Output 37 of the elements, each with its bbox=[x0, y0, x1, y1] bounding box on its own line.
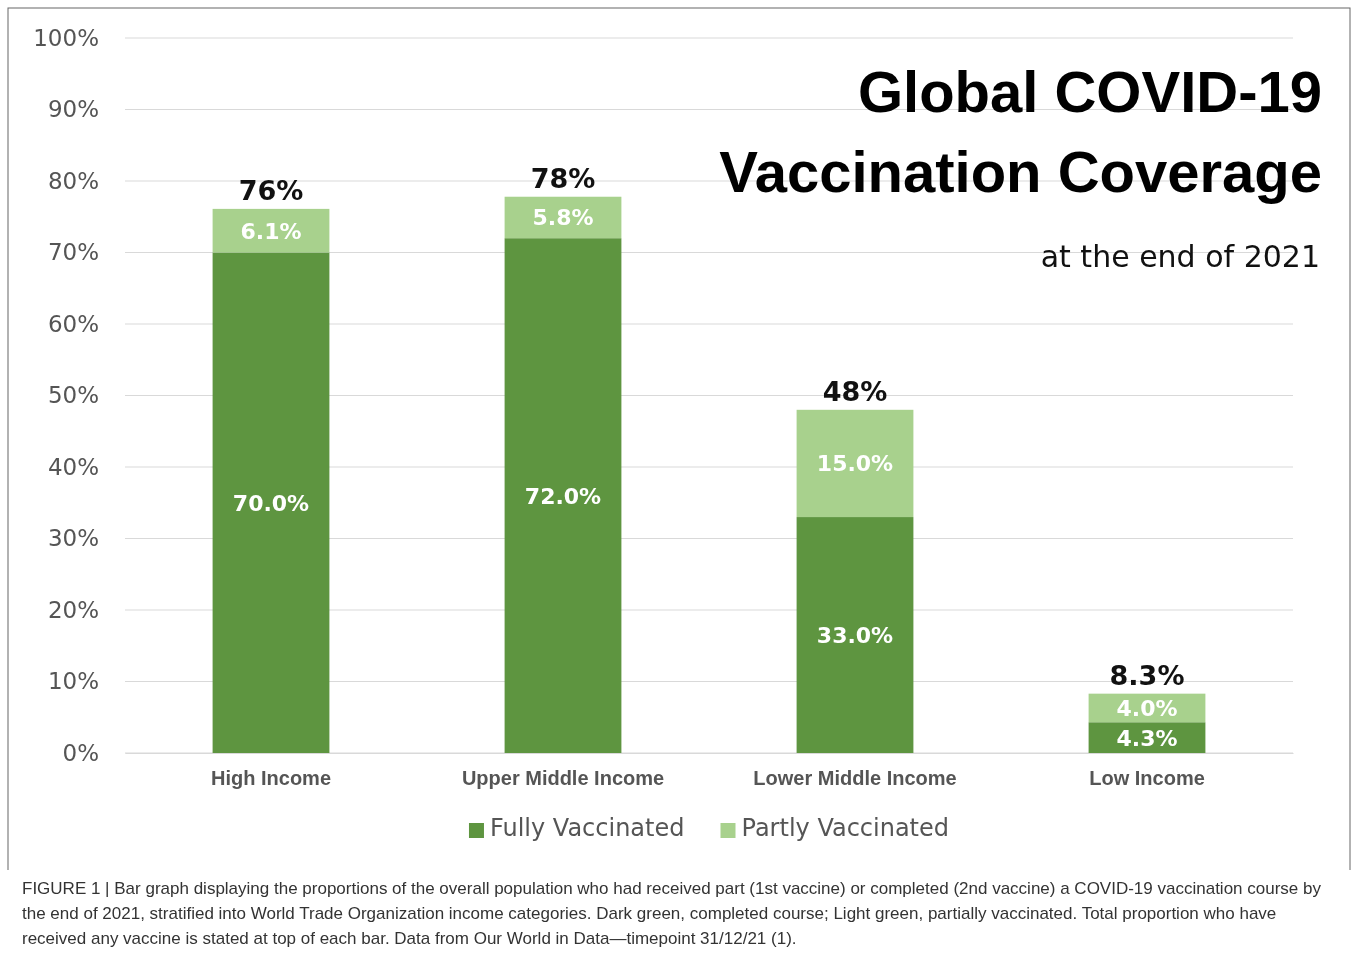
legend-label: Partly Vaccinated bbox=[741, 814, 950, 842]
y-tick-label: 40% bbox=[47, 453, 99, 480]
bar bbox=[212, 252, 330, 753]
y-tick-label: 30% bbox=[47, 525, 99, 552]
x-tick-label: Upper Middle Income bbox=[461, 767, 665, 790]
data-label: 5.8% bbox=[532, 205, 594, 231]
bar bbox=[212, 208, 330, 253]
text: Global COVID-19 Vaccination Coverage bbox=[719, 59, 1322, 204]
total-label: 48% bbox=[822, 375, 888, 407]
caption: FIGURE 1 | Bar graph displaying the proportions of the overall population who had received part (1st vaccine) or completed (2nd vaccine) a COVID-19 vaccination course by the end of 2021, stratified into World Trade Organization income categories. Dark green, completed course; Light green, partially vaccinated. Total proportion who have received any vaccine is stated at top of each bar. Data from Our World in Data—timepoint 31/12/21 (1). bbox=[22, 878, 1322, 950]
x-tick-label: High Income bbox=[210, 767, 332, 790]
data-label: 33.0% bbox=[816, 623, 894, 649]
data-label: 72.0% bbox=[524, 483, 602, 509]
data-label: 70.0% bbox=[232, 490, 310, 516]
total-label: 76% bbox=[238, 174, 304, 206]
bar bbox=[796, 517, 914, 753]
total-label: 8.3% bbox=[1109, 659, 1185, 691]
y-tick-label: 70% bbox=[47, 239, 99, 266]
bar bbox=[504, 238, 622, 753]
text: at the end of 2021 bbox=[1040, 239, 1320, 274]
data-label: 15.0% bbox=[816, 451, 894, 477]
y-tick-label: 100% bbox=[33, 24, 99, 51]
y-tick-label: 10% bbox=[47, 668, 99, 695]
y-tick-label: 90% bbox=[47, 96, 99, 123]
x-tick-label: Low Income bbox=[1089, 767, 1205, 790]
x-tick-label: Lower Middle Income bbox=[753, 767, 957, 790]
y-tick-label: 20% bbox=[47, 596, 99, 623]
total-label: 78% bbox=[530, 162, 596, 194]
data-label: 6.1% bbox=[240, 218, 302, 244]
y-tick-label: 60% bbox=[47, 310, 99, 337]
legend-label: Fully Vaccinated bbox=[489, 814, 685, 842]
y-tick-label: 80% bbox=[47, 167, 99, 194]
data-label: 4.0% bbox=[1116, 695, 1178, 721]
bar bbox=[796, 409, 914, 518]
y-tick-label: 50% bbox=[47, 382, 99, 409]
data-label: 4.3% bbox=[1116, 725, 1178, 751]
y-tick-label: 0% bbox=[62, 739, 99, 766]
